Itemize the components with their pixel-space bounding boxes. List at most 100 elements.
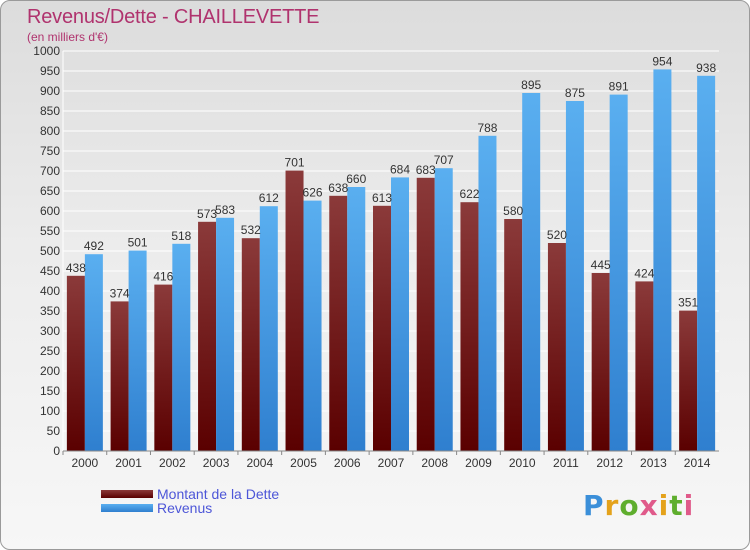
x-tick-label-2010: 2010 xyxy=(509,456,536,470)
x-tick-label-2006: 2006 xyxy=(334,456,361,470)
value-label-debt-2014: 351 xyxy=(678,296,698,310)
legend-swatch-debt xyxy=(101,490,153,498)
proxiti-logo: Proxiti xyxy=(583,489,694,522)
value-label-revenue-2006: 660 xyxy=(346,172,366,186)
legend-label-revenue: Revenus xyxy=(157,500,213,516)
bar-revenue-2011 xyxy=(565,101,584,451)
value-label-debt-2000: 438 xyxy=(66,261,86,275)
x-tick-label-2013: 2013 xyxy=(640,456,667,470)
value-label-debt-2009: 622 xyxy=(459,187,479,201)
bar-revenue-2006 xyxy=(347,187,366,451)
x-tick-label-2011: 2011 xyxy=(553,456,579,470)
bar-debt-2005 xyxy=(285,170,304,451)
x-tick-label-2004: 2004 xyxy=(246,456,273,470)
x-tick-label-2002: 2002 xyxy=(159,456,186,470)
y-tick-label-850: 850 xyxy=(40,104,60,118)
value-label-debt-2008: 683 xyxy=(416,163,436,177)
value-label-revenue-2009: 788 xyxy=(477,121,497,135)
bar-revenue-2000 xyxy=(84,254,103,451)
value-label-revenue-2003: 583 xyxy=(215,203,235,217)
value-label-debt-2010: 580 xyxy=(503,204,523,218)
x-tick-label-2000: 2000 xyxy=(72,456,99,470)
bar-debt-2004 xyxy=(241,238,260,451)
y-tick-label-300: 300 xyxy=(40,324,60,338)
bar-revenue-2001 xyxy=(128,250,147,451)
value-label-debt-2007: 613 xyxy=(372,191,392,205)
value-label-revenue-2013: 954 xyxy=(652,54,672,68)
bar-debt-2010 xyxy=(504,219,523,451)
x-tick-label-2009: 2009 xyxy=(465,456,492,470)
bar-debt-2006 xyxy=(329,195,348,451)
logo-letter: P xyxy=(583,489,605,522)
value-label-debt-2011: 520 xyxy=(547,228,567,242)
x-tick-label-2012: 2012 xyxy=(596,456,623,470)
x-tick-label-2007: 2007 xyxy=(378,456,405,470)
bar-revenue-2003 xyxy=(216,217,235,451)
bars xyxy=(66,69,716,452)
value-label-revenue-2012: 891 xyxy=(609,80,629,94)
logo-text: Proxiti xyxy=(583,489,694,522)
legend-label-debt: Montant de la Dette xyxy=(157,486,280,502)
y-tick-label-500: 500 xyxy=(40,244,60,258)
y-tick-label-700: 700 xyxy=(40,164,60,178)
y-tick-label-450: 450 xyxy=(40,264,60,278)
logo-letter: i xyxy=(683,489,695,522)
y-tick-label-0: 0 xyxy=(53,444,60,458)
value-label-debt-2004: 532 xyxy=(241,223,261,237)
value-label-revenue-2008: 707 xyxy=(434,153,454,167)
bar-revenue-2008 xyxy=(434,168,453,451)
value-label-debt-2013: 424 xyxy=(634,266,654,280)
value-label-revenue-2005: 626 xyxy=(303,186,323,200)
value-label-revenue-2004: 612 xyxy=(259,191,279,205)
logo-letter: t xyxy=(669,489,684,522)
chart-title: Revenus/Dette - CHAILLEVETTE xyxy=(27,6,320,28)
bar-revenue-2013 xyxy=(653,69,672,452)
logo-letter: x xyxy=(639,489,659,522)
y-tick-label-650: 650 xyxy=(40,184,60,198)
x-tick-label-2005: 2005 xyxy=(290,456,317,470)
bar-revenue-2009 xyxy=(478,135,497,452)
y-tick-label-600: 600 xyxy=(40,204,60,218)
bar-revenue-2010 xyxy=(522,93,541,451)
y-tick-label-100: 100 xyxy=(40,404,60,418)
x-tick-label-2014: 2014 xyxy=(684,456,711,470)
y-tick-label-1000: 1000 xyxy=(33,44,60,58)
y-tick-label-800: 800 xyxy=(40,124,60,138)
value-label-debt-2001: 374 xyxy=(110,286,130,300)
bar-revenue-2014 xyxy=(697,75,716,452)
x-tick-label-2001: 2001 xyxy=(115,456,142,470)
bar-revenue-2012 xyxy=(609,94,628,451)
value-label-debt-2003: 573 xyxy=(197,207,217,221)
bar-debt-2011 xyxy=(547,243,566,451)
bar-revenue-2002 xyxy=(172,243,191,451)
value-label-debt-2005: 701 xyxy=(285,156,305,170)
y-tick-label-950: 950 xyxy=(40,64,60,78)
bar-debt-2007 xyxy=(373,205,391,451)
x-tick-label-2008: 2008 xyxy=(421,456,448,470)
chart-subtitle: (en milliers d'€) xyxy=(27,30,108,44)
logo-letter: i xyxy=(658,489,670,522)
value-label-debt-2002: 416 xyxy=(153,270,173,284)
value-label-revenue-2002: 518 xyxy=(171,229,191,243)
y-tick-label-250: 250 xyxy=(40,344,60,358)
bar-debt-2009 xyxy=(460,202,479,451)
y-tick-label-750: 750 xyxy=(40,144,60,158)
x-axis-ticks: 2000 2001 2002 2003 2004 2005 2006 2007 2008 2009… xyxy=(62,451,711,470)
bar-revenue-2005 xyxy=(303,200,322,451)
logo-letter: o xyxy=(619,489,640,522)
value-label-revenue-2014: 938 xyxy=(696,61,716,75)
y-tick-label-550: 550 xyxy=(40,224,60,238)
y-tick-label-200: 200 xyxy=(40,364,60,378)
y-tick-label-50: 50 xyxy=(47,424,61,438)
y-tick-label-900: 900 xyxy=(40,84,60,98)
value-label-revenue-2001: 501 xyxy=(128,236,148,250)
value-label-debt-2006: 638 xyxy=(328,181,348,195)
x-tick-label-2003: 2003 xyxy=(203,456,230,470)
bar-chart: 0 50 100 150 200 250 300 350 400 450 500 550 600 650 7… xyxy=(33,44,719,470)
value-label-revenue-2010: 895 xyxy=(521,78,541,92)
bar-debt-2013 xyxy=(635,281,654,451)
y-tick-label-350: 350 xyxy=(40,304,60,318)
value-label-revenue-2011: 875 xyxy=(565,86,585,100)
